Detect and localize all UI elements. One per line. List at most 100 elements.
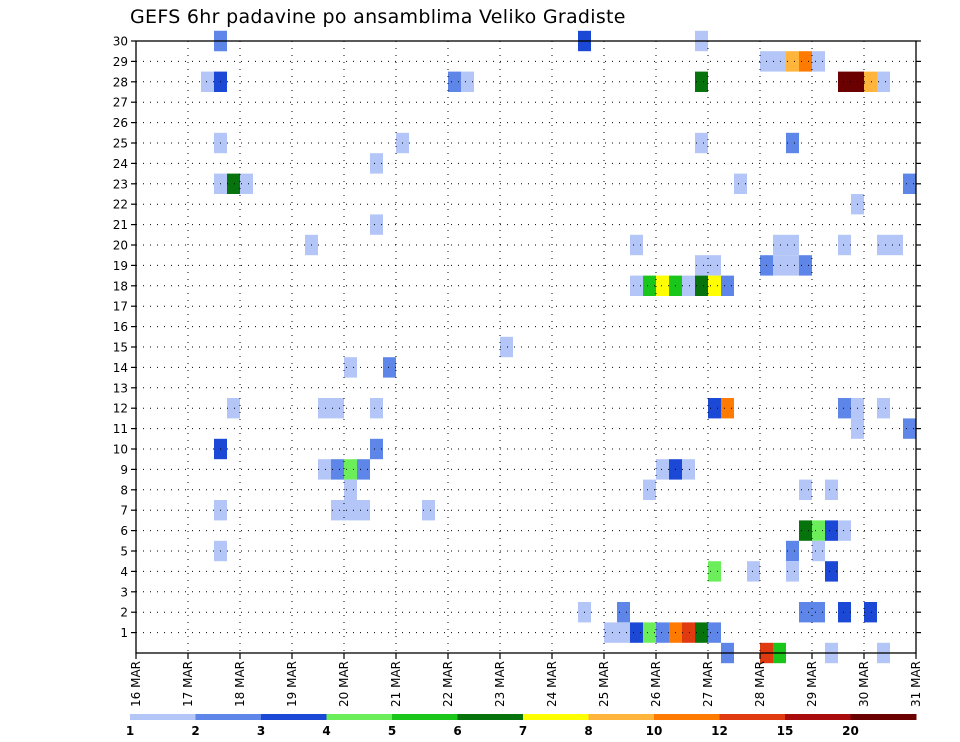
y-tick-label: 8 bbox=[120, 483, 128, 497]
heatmap-cell bbox=[370, 153, 383, 174]
legend-swatch bbox=[785, 714, 851, 720]
x-tick-label: 22 MAR bbox=[441, 661, 455, 707]
y-tick-label: 15 bbox=[113, 341, 128, 355]
heatmap-cell bbox=[825, 520, 838, 541]
color-legend: 1 2 3 4 5 6 7 8 10 12 15 20 bbox=[126, 714, 917, 738]
x-tick-label: 18 MAR bbox=[233, 661, 247, 707]
heatmap-cell bbox=[318, 398, 331, 419]
heatmap-cell bbox=[890, 234, 903, 256]
x-tick-label: 21 MAR bbox=[389, 661, 403, 707]
heatmap-cell bbox=[812, 602, 825, 623]
heatmap-cell bbox=[461, 71, 474, 92]
y-tick-label: 18 bbox=[113, 279, 128, 293]
x-tick-label: 26 MAR bbox=[649, 661, 663, 707]
heatmap-cell bbox=[344, 500, 357, 521]
y-tick-label: 19 bbox=[113, 259, 128, 273]
heatmap-cell bbox=[617, 602, 630, 623]
heatmap-cell bbox=[786, 540, 799, 562]
y-tick-label: 22 bbox=[113, 198, 128, 212]
heatmap-cell bbox=[786, 255, 799, 276]
x-tick-label: 20 MAR bbox=[337, 661, 351, 707]
heatmap-cell bbox=[370, 214, 383, 235]
legend-swatch bbox=[523, 714, 589, 720]
heatmap-cell bbox=[617, 622, 630, 643]
heatmap-cell bbox=[331, 500, 344, 521]
heatmap-cell bbox=[734, 173, 747, 194]
heatmap-cell bbox=[695, 622, 708, 643]
heatmap-cell bbox=[695, 255, 708, 276]
y-tick-label: 9 bbox=[120, 463, 128, 477]
heatmap-cell bbox=[344, 357, 357, 378]
heatmap-cell bbox=[682, 459, 695, 480]
heatmap-cell bbox=[331, 398, 344, 419]
heatmap-cell bbox=[708, 398, 721, 419]
heatmap-cell bbox=[500, 336, 513, 358]
heatmap-cell bbox=[838, 234, 851, 256]
heatmap-cell bbox=[812, 520, 825, 541]
legend-swatch bbox=[654, 714, 720, 720]
legend-label: 10 bbox=[646, 724, 663, 738]
heatmap-cell bbox=[682, 275, 695, 296]
heatmap-cell bbox=[695, 132, 708, 154]
heatmap-cell bbox=[799, 520, 812, 541]
heatmap-cell bbox=[422, 500, 435, 521]
heatmap-cell bbox=[799, 51, 812, 72]
y-tick-label: 10 bbox=[113, 443, 128, 457]
heatmap-cell bbox=[643, 275, 656, 296]
x-tick-label: 29 MAR bbox=[805, 661, 819, 707]
x-tick-label: 24 MAR bbox=[545, 661, 559, 707]
axis-ticks bbox=[131, 40, 921, 659]
heatmap-cell bbox=[604, 622, 617, 643]
heatmap-cell bbox=[812, 540, 825, 562]
x-tick-label: 19 MAR bbox=[285, 661, 299, 707]
heatmap-cell bbox=[721, 398, 734, 419]
heatmap-cell bbox=[682, 622, 695, 643]
y-tick-label: 17 bbox=[113, 300, 128, 314]
legend-swatch bbox=[195, 714, 262, 720]
heatmap-cell bbox=[643, 622, 656, 643]
legend-label: 15 bbox=[777, 724, 794, 738]
y-tick-label: 4 bbox=[120, 565, 128, 579]
y-tick-label: 26 bbox=[113, 116, 128, 130]
y-tick-label: 14 bbox=[113, 361, 128, 375]
y-tick-label: 5 bbox=[120, 545, 128, 559]
heatmap-cell bbox=[695, 275, 708, 296]
x-tick-label: 28 MAR bbox=[753, 661, 767, 707]
x-tick-label: 31 MAR bbox=[909, 661, 923, 707]
legend-label: 7 bbox=[519, 724, 527, 738]
y-tick-label: 28 bbox=[113, 75, 128, 89]
y-tick-label: 20 bbox=[113, 239, 128, 253]
heatmap-cell bbox=[630, 622, 643, 643]
legend-label: 5 bbox=[388, 724, 396, 738]
heatmap-cell bbox=[838, 398, 851, 419]
heatmap-cell bbox=[656, 459, 669, 480]
heatmap-cell bbox=[357, 459, 370, 480]
y-tick-label: 1 bbox=[120, 626, 128, 640]
y-tick-label: 16 bbox=[113, 320, 128, 334]
heatmap-cell bbox=[747, 561, 760, 582]
heatmap-cell bbox=[708, 255, 721, 276]
heatmap-cell bbox=[331, 459, 344, 480]
legend-label: 8 bbox=[584, 724, 592, 738]
heatmap-cell bbox=[812, 51, 825, 72]
y-tick-labels: 1234567891011121314151617181920212223242… bbox=[113, 35, 128, 641]
legend-swatch bbox=[850, 714, 917, 720]
x-tick-labels: 16 MAR 17 MAR 18 MAR 19 MAR 20 MAR 21 MAR 22 M… bbox=[129, 661, 923, 707]
heatmap-cell bbox=[240, 173, 253, 194]
heatmap-cell bbox=[344, 459, 357, 480]
heatmap-cell bbox=[786, 132, 799, 154]
heatmap-cell bbox=[357, 500, 370, 521]
y-tick-label: 27 bbox=[113, 96, 128, 110]
legend-label: 4 bbox=[322, 724, 330, 738]
y-tick-label: 21 bbox=[113, 218, 128, 232]
heatmap-cell bbox=[825, 479, 838, 500]
x-tick-label: 27 MAR bbox=[701, 661, 715, 707]
heatmap-cell bbox=[370, 398, 383, 419]
y-tick-label: 30 bbox=[113, 35, 128, 49]
heatmap-cell bbox=[656, 622, 669, 643]
heatmap-cell bbox=[448, 71, 461, 92]
heatmap-cell bbox=[695, 71, 708, 92]
heatmap-cell bbox=[721, 275, 734, 296]
chart-title: GEFS 6hr padavine po ansamblima Veliko G… bbox=[130, 6, 626, 28]
heatmap-cell bbox=[786, 234, 799, 256]
